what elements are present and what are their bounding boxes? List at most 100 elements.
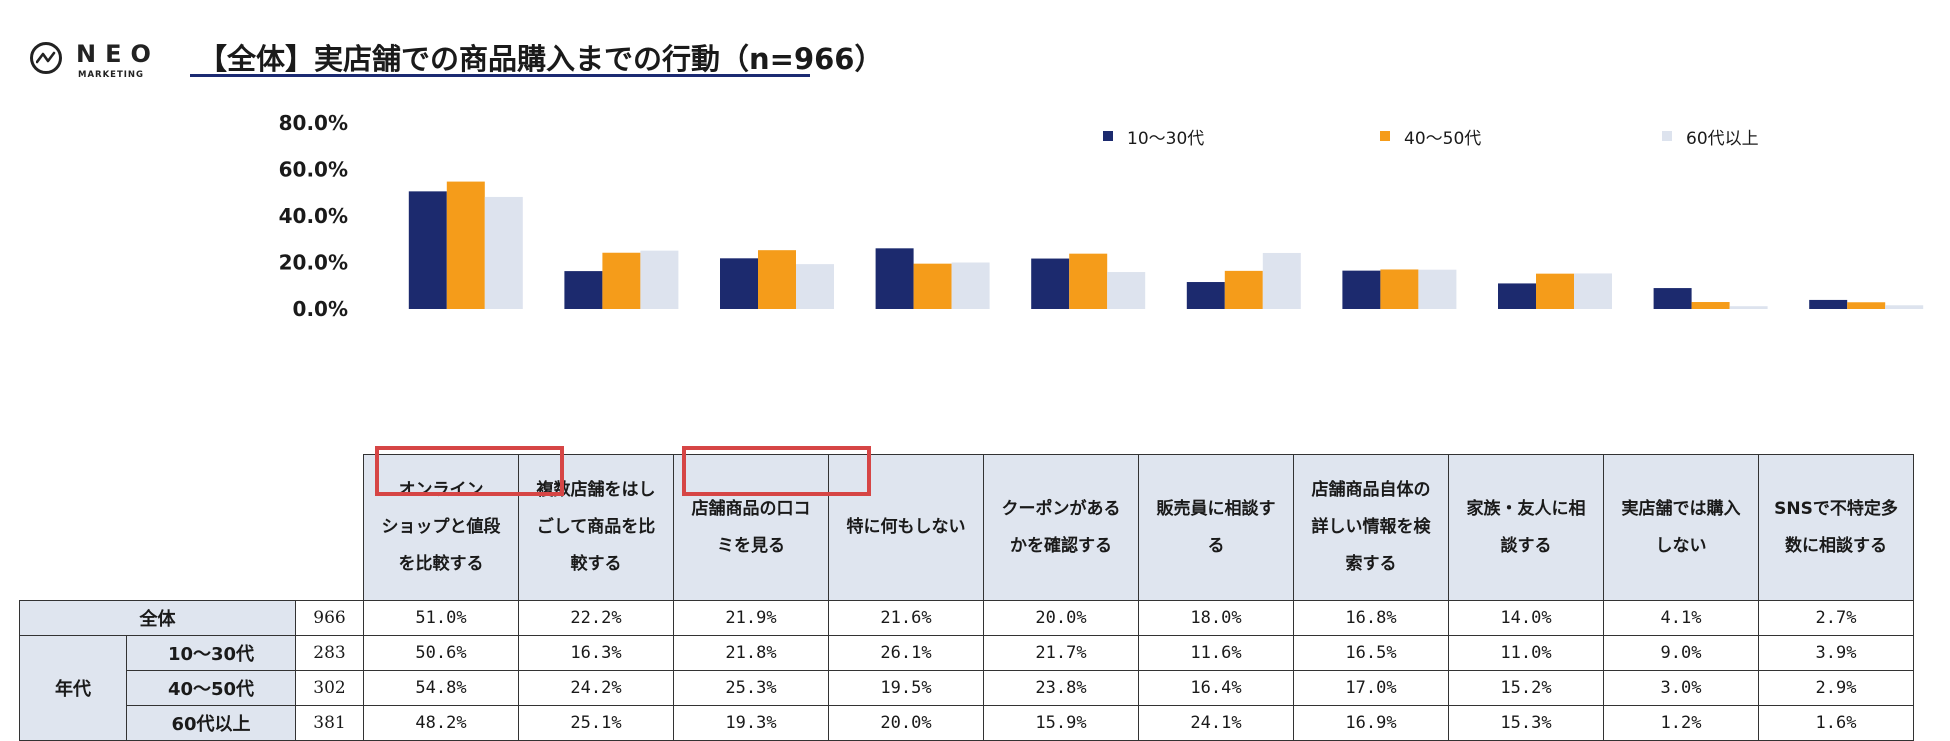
bar [1224,270,1263,309]
row-label: 全体 [19,600,296,636]
table-cell: 25.3% [673,670,829,706]
table-cell: 15.3% [1448,705,1604,741]
highlight-box-online-compare [375,446,564,496]
bar [640,250,679,309]
highlight-box-reviews [682,446,871,496]
logo-mark-icon [30,42,62,74]
bar [1536,273,1574,309]
bar-chart: 80.0% 60.0% 40.0% 20.0% 0.0% 10～30代 40～50代 60代以… [279,111,1924,321]
y-tick-label: 0.0% [293,297,348,321]
bar [1691,302,1730,309]
legend-swatch [1103,131,1113,141]
table-cell: 14.0% [1448,600,1604,636]
table-cell: 4.1% [1603,600,1759,636]
table-cell: 11.6% [1138,635,1294,671]
row-label: 10～30代 [126,635,296,671]
bar [875,248,914,309]
category-label: 実店舗では購入 しない [1603,454,1759,601]
legend-label: 40～50代 [1404,129,1481,149]
bar [1847,302,1886,309]
bar [564,271,603,309]
category-label: 家族・友人に相 談する [1448,454,1604,601]
table-cell: 15.9% [983,705,1139,741]
table-cell: 3.9% [1758,635,1914,671]
bar [1262,252,1301,309]
table-cell: 16.8% [1293,600,1449,636]
table-cell: 1.2% [1603,705,1759,741]
row-label: 40～50代 [126,670,296,706]
table-cell: 18.0% [1138,600,1294,636]
table-cell: 21.8% [673,635,829,671]
table-cell: 50.6% [363,635,519,671]
sample-size: 302 [295,670,364,706]
table-cell: 16.4% [1138,670,1294,706]
bar [1809,299,1848,309]
table-row: 年代 10～30代 283 50.6% 16.3% 21.8% 26.1% 21.7% 11.6… [19,635,1914,741]
bar [1031,258,1070,309]
bar [1653,288,1692,309]
table-cell: 23.8% [983,670,1139,706]
neo-marketing-logo: NEO MARKETING [30,38,160,88]
table-cell: 15.2% [1448,670,1604,706]
category-label: 複数店舗をはし ごして商品を比 較する [518,454,674,601]
category-label: 販売員に相談する [1138,454,1294,601]
bar [484,196,523,309]
table-corner [20,455,364,601]
category-label: クーポンがある かを確認する [983,454,1139,601]
bar [602,252,641,309]
bar [1498,283,1536,309]
bar [1574,273,1612,309]
table-cell: 21.7% [983,635,1139,671]
group-label: 年代 [19,635,127,741]
bar [758,250,796,309]
table-cell: 26.1% [828,635,984,671]
sample-size: 381 [295,705,364,741]
table-cell: 16.9% [1293,705,1449,741]
y-tick-label: 20.0% [279,251,348,275]
table-row: 60代以上 381 48.2% 25.1% 19.3% 20.0% 15.9% 24.1% 16… [20,705,1914,741]
data-table: オンライン ショップと値段 を比較する 複数店舗をはし ごして商品を比 較する 店舗商品の口… [19,454,1914,741]
table-cell: 16.5% [1293,635,1449,671]
table-cell: 24.2% [518,670,674,706]
table-cell: 24.1% [1138,705,1294,741]
bar [1069,253,1108,309]
bar [913,263,952,309]
category-label: 店舗商品の口コ ミを見る [673,454,829,601]
table-cell: 54.8% [363,670,519,706]
table-cell: 21.9% [673,600,829,636]
sample-size: 283 [295,635,364,671]
table-cell: 19.3% [673,705,829,741]
bar [1380,269,1419,309]
table-cell: 2.7% [1758,600,1914,636]
table-cell: 11.0% [1448,635,1604,671]
bar [446,181,485,309]
logo-subtext: MARKETING [78,70,145,80]
table-cell: 48.2% [363,705,519,741]
table-header-row: オンライン ショップと値段 を比較する 複数店舗をはし ごして商品を比 較する 店舗商品の口… [20,454,1914,601]
table-cell: 22.2% [518,600,674,636]
bar [1885,305,1924,309]
table-cell: 19.5% [828,670,984,706]
y-tick-label: 60.0% [279,158,348,182]
bar [720,258,758,309]
y-tick-label: 40.0% [279,204,348,228]
title-underline [190,74,810,77]
table-cell: 3.0% [1603,670,1759,706]
bar [796,264,834,309]
bar [1342,270,1381,309]
table-cell: 21.6% [828,600,984,636]
y-tick-label: 80.0% [279,111,348,135]
bar [1418,269,1457,309]
row-label: 60代以上 [126,705,296,741]
sample-size: 966 [295,600,364,636]
table-cell: 25.1% [518,705,674,741]
bar [951,262,990,309]
category-label: オンライン ショップと値段 を比較する [363,454,519,601]
table-cell: 2.9% [1758,670,1914,706]
legend-swatch [1662,131,1672,141]
legend-swatch [1380,131,1390,141]
table-cell: 17.0% [1293,670,1449,706]
page-title: 【全体】実店舗での商品購入までの行動（n=966） [198,42,884,76]
bar [1186,282,1225,309]
bar [408,191,447,309]
